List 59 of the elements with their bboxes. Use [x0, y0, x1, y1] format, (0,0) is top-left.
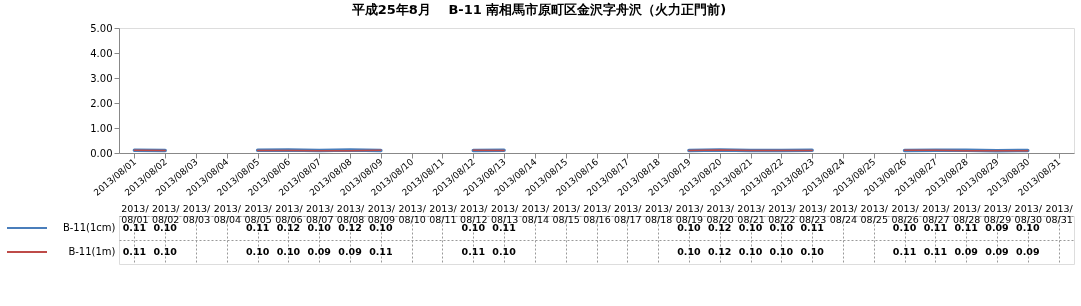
y-tick-label: 2.00 [90, 97, 113, 109]
category-label: 2013/08/03 [182, 202, 211, 225]
y-tick-label: 4.00 [90, 47, 113, 59]
category-label: 2013/08/07 [306, 202, 334, 225]
category-label: 2013/08/12 [460, 202, 488, 225]
data-label: 0.11 [461, 246, 485, 257]
data-label: 0.09 [338, 246, 362, 257]
category-label: 2013/08/04 [213, 202, 242, 225]
category-label: 2013/08/09 [367, 202, 396, 225]
data-label: 0.11 [923, 246, 948, 257]
category-label: 2013/08/06 [275, 202, 303, 225]
category-label: 2013/08/14 [521, 202, 550, 225]
data-label: 0.09 [1016, 246, 1040, 257]
category-label: 2013/08/08 [336, 202, 365, 225]
data-label: 0.09 [985, 246, 1009, 257]
category-label: 2013/08/01 [121, 202, 149, 225]
category-label: 2013/08/02 [152, 202, 180, 225]
data-label: 0.11 [892, 246, 917, 257]
data-label: 0.10 [677, 246, 702, 257]
data-label: 0.10 [492, 246, 517, 257]
category-label: 2013/08/28 [952, 202, 981, 225]
data-label: 0.10 [245, 246, 270, 257]
y-tick-label: 1.00 [90, 122, 113, 134]
data-label: 0.10 [769, 246, 794, 257]
chart-title: 平成25年8月 B-11 南相馬市原町区金沢字舟沢（火力正門前) [350, 1, 727, 17]
legend-label: B-11(1cm) [62, 222, 116, 233]
y-tick-label: 5.00 [90, 22, 113, 34]
y-tick-label: 3.00 [90, 72, 113, 84]
data-label: 0.09 [954, 246, 978, 257]
category-label: 2013/08/15 [552, 202, 580, 225]
legend-label: B-11(1m) [68, 246, 116, 257]
category-label: 2013/08/20 [706, 202, 734, 225]
category-label: 2013/08/22 [768, 202, 796, 225]
category-label: 2013/08/10 [398, 202, 426, 225]
category-label: 2013/08/30 [1014, 202, 1042, 225]
data-label: 0.09 [307, 246, 331, 257]
category-label: 2013/08/27 [922, 202, 950, 225]
y-tick-label: 0.00 [90, 147, 113, 159]
category-label: 2013/08/18 [644, 202, 673, 225]
data-label: 0.10 [153, 246, 178, 257]
category-label: 2013/08/26 [891, 202, 919, 225]
data-label: 0.10 [800, 246, 825, 257]
category-label: 2013/08/23 [798, 202, 827, 225]
category-label: 2013/08/21 [737, 202, 765, 225]
category-label: 2013/08/24 [829, 202, 858, 225]
category-label: 2013/08/05 [244, 202, 272, 225]
data-label: 0.11 [369, 246, 393, 257]
data-label: 0.11 [122, 246, 147, 257]
data-label: 0.10 [738, 246, 763, 257]
category-label: 2013/08/11 [429, 202, 457, 225]
category-label: 2013/08/31 [1045, 202, 1073, 225]
category-label: 2013/08/13 [490, 202, 519, 225]
data-label: 0.12 [708, 246, 732, 257]
category-label: 2013/08/16 [583, 202, 611, 225]
category-label: 2013/08/25 [860, 202, 888, 225]
category-label: 2013/08/19 [675, 202, 704, 225]
category-label: 2013/08/17 [614, 202, 642, 225]
category-label: 2013/08/29 [983, 202, 1012, 225]
data-label: 0.10 [276, 246, 301, 257]
